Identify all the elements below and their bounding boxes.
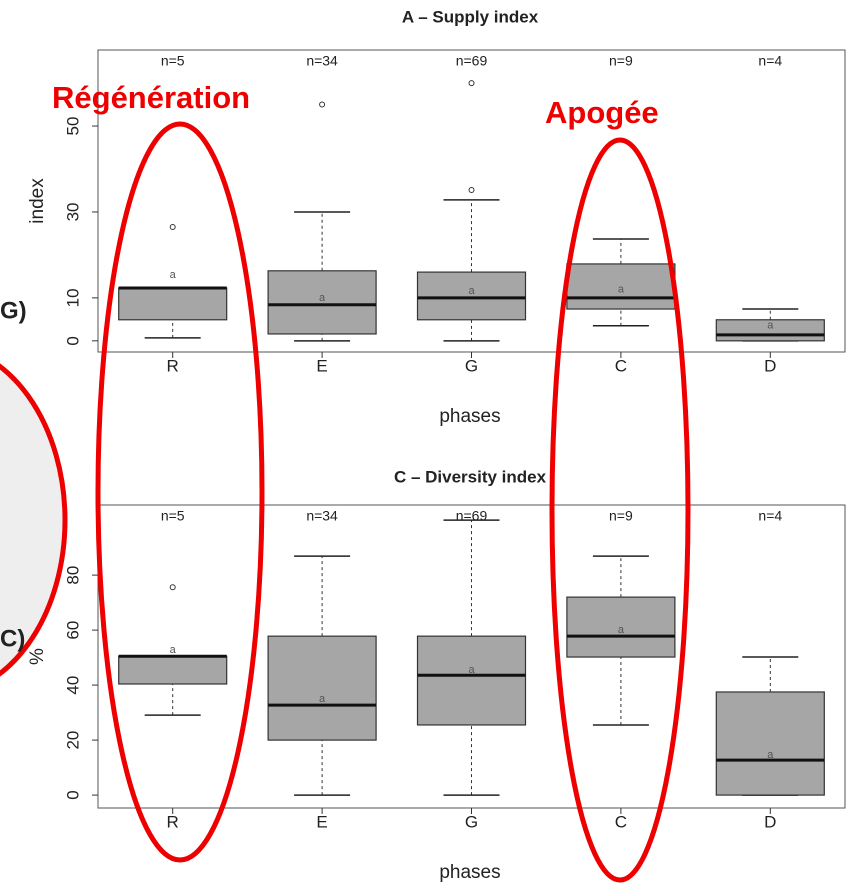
plots: A – Supply index phases index 0 10 30 50 n=5 Ra n…: [27, 7, 846, 883]
box: [118, 287, 228, 321]
y-tick-label: 40: [63, 676, 82, 695]
y-tick-label: 50: [63, 117, 82, 136]
chart-title: C – Diversity index: [394, 467, 547, 486]
n-label: n=4: [758, 53, 782, 69]
y-tick-label: 30: [63, 202, 82, 221]
highlight-ellipse: [95, 121, 265, 863]
x-tick-label: G: [465, 812, 478, 831]
group-label: a: [468, 285, 475, 297]
left-figure-circle: [0, 363, 68, 677]
outlier: [169, 584, 176, 591]
x-tick-label: E: [316, 812, 327, 831]
x-tick-label: C: [615, 812, 627, 831]
box: [416, 271, 527, 321]
n-label: n=5: [161, 53, 185, 69]
n-label: n=34: [306, 53, 338, 69]
n-label: n=5: [161, 508, 185, 524]
annotation: Apogée: [545, 95, 659, 130]
outlier: [468, 187, 475, 194]
x-tick-label: C: [615, 356, 627, 375]
group-label: a: [170, 269, 177, 281]
y-axis-label: index: [27, 178, 48, 224]
x-axis-label: phases: [439, 406, 500, 427]
y-tick-label: 80: [63, 566, 82, 585]
outlier: [319, 101, 326, 108]
box: [715, 691, 825, 796]
y-tick-label: 60: [63, 621, 82, 640]
n-label: n=9: [609, 508, 633, 524]
n-label: n=4: [758, 508, 782, 524]
box: [566, 596, 676, 658]
group-label: a: [767, 749, 774, 761]
box: [267, 270, 377, 335]
outlier: [468, 80, 475, 87]
y-tick-label: 20: [63, 731, 82, 750]
y-tick-label: 10: [63, 288, 82, 307]
x-tick-label: R: [167, 812, 179, 831]
x-tick-label: E: [316, 356, 327, 375]
y-tick-label: 0: [63, 336, 82, 345]
highlight-ellipse: [549, 137, 691, 883]
group-label: a: [618, 624, 625, 636]
left-label: C): [0, 625, 25, 652]
n-label: n=34: [306, 508, 338, 524]
group-label: a: [319, 693, 326, 705]
box: [118, 655, 228, 685]
group-label: a: [468, 664, 475, 676]
x-tick-label: G: [465, 356, 478, 375]
box: [416, 635, 527, 726]
left-label: G): [0, 297, 27, 324]
box: [267, 635, 377, 741]
x-tick-label: R: [167, 356, 179, 375]
chart-title: A – Supply index: [402, 7, 539, 26]
n-label: n=69: [456, 53, 488, 69]
group-label: a: [618, 284, 625, 296]
group-label: a: [319, 292, 326, 304]
x-tick-label: D: [764, 812, 776, 831]
outlier: [169, 223, 176, 230]
x-axis-label: phases: [439, 862, 500, 883]
y-axis-label: %: [27, 648, 48, 665]
annotation: Régénération: [52, 80, 250, 115]
x-tick-label: D: [764, 356, 776, 375]
n-label: n=9: [609, 53, 633, 69]
group-label: a: [170, 644, 177, 656]
y-tick-label: 0: [63, 790, 82, 799]
group-label: a: [767, 320, 774, 332]
